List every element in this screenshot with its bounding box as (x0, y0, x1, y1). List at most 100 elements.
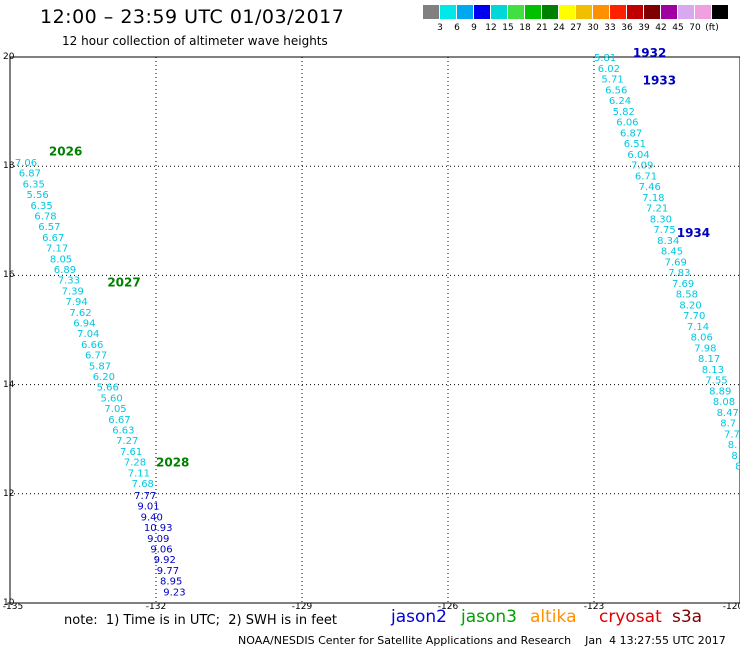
swh-value: 7.75 (653, 225, 675, 236)
colorbar-label: 12 (485, 23, 497, 33)
swh-value: 7.69 (672, 279, 694, 290)
colorbar-label: 18 (519, 23, 531, 33)
satellite-legend-cryosat: cryosat (599, 607, 662, 627)
colorbar-label: 36 (621, 23, 633, 33)
colorbar-label: 24 (553, 23, 565, 33)
swh-value: 6.67 (108, 415, 130, 426)
colorbar-swatch (423, 5, 439, 19)
swh-value: 8.89 (709, 386, 731, 397)
swh-value: 7.68 (132, 479, 154, 490)
swh-value: 7.98 (694, 343, 716, 354)
satellite-legend-altika: altika (530, 607, 577, 627)
colorbar-label: (ft) (705, 23, 719, 33)
swh-value: 8.7 (720, 419, 736, 430)
swh-value: 8.13 (702, 365, 724, 376)
swh-value: 6.24 (609, 96, 631, 107)
page-title: 12:00 – 23:59 UTC 01/03/2017 (40, 6, 345, 28)
swh-value: 8.95 (160, 577, 182, 588)
swh-value: 7.46 (639, 182, 661, 193)
swh-value: 9.40 (141, 512, 163, 523)
swh-value: 8.58 (676, 290, 698, 301)
swh-value: 6.35 (23, 179, 45, 190)
colorbar-swatch (440, 5, 456, 19)
swh-value: 6.66 (81, 340, 103, 351)
colorbar-label: 3 (437, 23, 443, 33)
satellite-legend-s3a: s3a (672, 607, 703, 627)
colorbar-swatch (678, 5, 694, 19)
latitude-label: 10 (3, 598, 15, 608)
swh-value: 6.02 (598, 64, 620, 75)
colorbar-swatch (593, 5, 609, 19)
satellite-legend-jason3: jason3 (461, 607, 517, 627)
latitude-label: 16 (3, 270, 15, 281)
swh-value: 7.17 (46, 244, 68, 255)
swh-value: 7.33 (58, 276, 80, 287)
track-number: 2027 (107, 275, 140, 289)
swh-value: 8 (735, 462, 740, 473)
swh-value: 7.04 (77, 329, 99, 340)
swh-value: 8.47 (717, 408, 739, 419)
swh-value: 5.87 (89, 361, 111, 372)
swh-value: 8. (728, 440, 738, 451)
swh-value: 5.56 (27, 190, 49, 201)
colorbar-swatch (508, 5, 524, 19)
satellite-legend-jason2: jason2 (391, 607, 447, 627)
swh-value: 7.06 (15, 158, 37, 169)
swh-value: 7.70 (683, 311, 705, 322)
swh-value: 6.87 (620, 128, 642, 139)
swh-value: 8.05 (50, 254, 72, 265)
latitude-label: 18 (3, 161, 15, 172)
colorbar-label: 33 (604, 23, 616, 33)
swh-value: 10.93 (144, 523, 173, 534)
swh-value: 6.51 (624, 139, 646, 150)
swh-value: 8.30 (650, 214, 672, 225)
swh-value: 9.23 (163, 587, 185, 598)
swh-value: 5.66 (97, 383, 119, 394)
swh-value: 7.28 (124, 458, 146, 469)
longitude-label: -126 (437, 602, 459, 612)
swh-value: 7.11 (128, 468, 150, 479)
colorbar-label: 27 (570, 23, 582, 33)
track-number: 1934 (677, 226, 710, 240)
swh-value: 6.57 (38, 222, 60, 233)
track-number: 1932 (633, 46, 666, 60)
colorbar-swatch (474, 5, 490, 19)
longitude-label: -120 (722, 602, 740, 612)
swh-value: 7.05 (104, 404, 126, 415)
swh-value: 7.27 (116, 436, 138, 447)
colorbar-swatch (457, 5, 473, 19)
track-number: 2026 (49, 144, 82, 158)
track-number: 1933 (643, 73, 676, 87)
swh-value: 9.06 (150, 545, 172, 556)
swh-value: 7.62 (69, 308, 91, 319)
swh-value: 5.60 (101, 393, 123, 404)
swh-value: 6.89 (54, 265, 76, 276)
swh-value: 9.01 (137, 502, 159, 513)
swh-value: 9.77 (157, 566, 179, 577)
swh-value: 8. (731, 451, 740, 462)
track-labels: 2026 2027 2028 1932 1933 1934 (49, 46, 710, 470)
latitude-label: 12 (3, 488, 15, 499)
footer-credit: NOAA/NESDIS Center for Satellite Applica… (238, 634, 726, 647)
swh-value: 6.67 (42, 233, 64, 244)
swh-value: 6.94 (73, 319, 95, 330)
swh-value: 7.7 (724, 429, 740, 440)
swh-value: 7.61 (120, 447, 142, 458)
swh-value: 7.21 (646, 204, 668, 215)
swh-value: 7.94 (65, 297, 87, 308)
swh-value: 6.63 (112, 426, 134, 437)
swh-value: 5.81 (594, 53, 616, 64)
colorbar-label: 15 (502, 23, 514, 33)
swh-value: 5.82 (613, 107, 635, 118)
colorbar-label: 70 (689, 23, 701, 33)
longitude-label: -132 (145, 602, 167, 612)
swh-value: 8.20 (679, 300, 701, 311)
swh-value: 9.92 (154, 555, 176, 566)
swh-value: 6.20 (93, 372, 115, 383)
swh-value: 7.18 (642, 193, 664, 204)
colorbar-label: 21 (536, 23, 548, 33)
longitude-label: -129 (291, 602, 313, 612)
colorbar-label: 45 (672, 23, 684, 33)
colorbar-swatch (661, 5, 677, 19)
observation-labels: 7.066.876.355.566.356.786.576.677.178.05… (15, 53, 740, 598)
